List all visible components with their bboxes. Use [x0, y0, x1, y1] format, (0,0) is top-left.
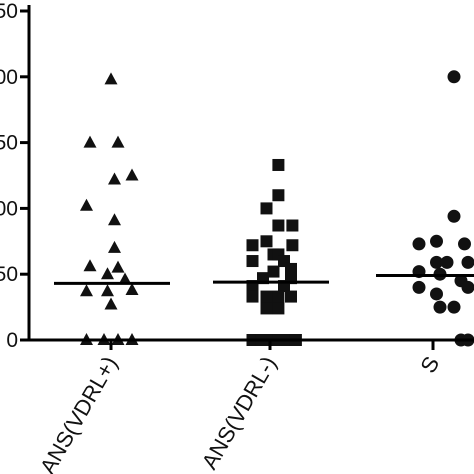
data-point-circle [412, 280, 426, 294]
data-point-square [260, 235, 273, 248]
data-point-triangle [108, 213, 121, 226]
data-point-triangle [83, 135, 97, 148]
median-lines [54, 274, 474, 285]
data-point-square [246, 239, 259, 252]
data-point-circle [430, 287, 443, 301]
data-point-circle [447, 70, 461, 84]
data-point-square [267, 265, 280, 278]
data-point-triangle [111, 260, 125, 273]
y-tick-label: 100 [0, 197, 18, 220]
data-point-triangle [101, 267, 114, 280]
data-point-triangle [80, 198, 93, 211]
y-tick-label: 50 [0, 263, 18, 286]
data-point-circle [412, 237, 426, 251]
data-point-square [260, 290, 273, 303]
data-point-circle [458, 237, 471, 251]
data-point-square [286, 219, 299, 232]
data-point-triangle [125, 168, 139, 181]
data-point-circle [447, 209, 461, 223]
data-point-square [272, 302, 285, 315]
data-point-square [246, 255, 259, 268]
data-point-square [278, 255, 290, 268]
data-point-circle [440, 255, 454, 269]
data-point-triangle [108, 240, 121, 253]
data-point-circle [433, 300, 447, 314]
data-point-square [272, 189, 285, 202]
data-point-square [272, 290, 285, 303]
y-tick-label: 0 [6, 329, 18, 352]
data-point-triangle [108, 172, 121, 185]
data-point-triangle [104, 297, 118, 310]
data-point-circle [430, 234, 443, 248]
data-point-square [272, 158, 285, 171]
data-point-triangle [111, 135, 125, 148]
data-point-triangle [83, 259, 97, 272]
data-point-triangle [101, 284, 114, 297]
y-tick-label: 150 [0, 132, 18, 155]
data-point-square [286, 239, 299, 252]
x-category-label: ANS(VDRL-) [197, 352, 282, 474]
y-axis-ticks: 0 50 100 150 200 250 [0, 0, 29, 352]
x-category-label: ANS(VDRL+) [35, 352, 122, 474]
x-axis-categories: ANS(VDRL+) ANS(VDRL-) S [35, 340, 444, 474]
data-point-square [285, 262, 297, 275]
y-tick-label: 200 [0, 66, 18, 89]
data-point-square [246, 290, 259, 303]
data-point-circle [461, 280, 474, 294]
data-point-triangle [104, 72, 118, 85]
data-point-square [272, 219, 285, 232]
data-marks [80, 70, 474, 347]
data-point-triangle [118, 272, 132, 285]
data-point-square [260, 302, 273, 315]
data-point-circle [447, 300, 461, 314]
data-point-circle [430, 255, 443, 269]
y-tick-label: 250 [0, 0, 18, 23]
data-point-triangle [125, 282, 139, 295]
data-point-triangle [80, 284, 93, 297]
data-point-square [285, 290, 297, 303]
x-category-label: S [415, 352, 444, 377]
data-point-circle [461, 255, 474, 269]
data-point-square [260, 202, 273, 215]
